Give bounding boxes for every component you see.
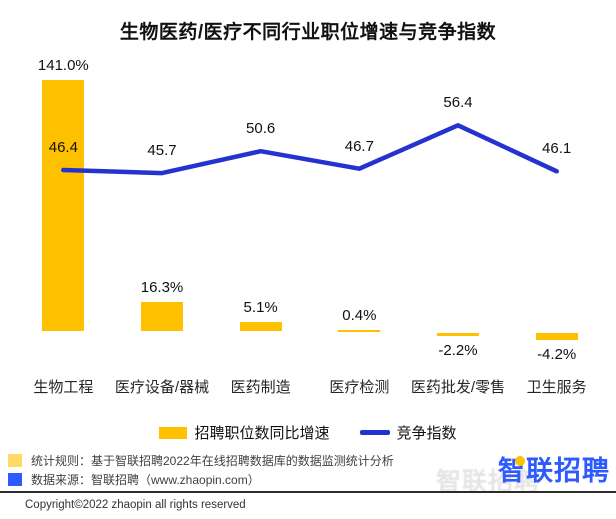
line-value-label-2: 50.6 bbox=[246, 120, 276, 138]
copyright-text: Copyright©2022 zhaopin all rights reserv… bbox=[25, 499, 246, 511]
chart-title: 生物医药/医疗不同行业职位增速与竞争指数 bbox=[119, 22, 497, 43]
note-data-source: 数据来源：智联招聘（www.zhaopin.com） bbox=[8, 471, 260, 488]
bar-value-label-5: -4.2% bbox=[537, 346, 577, 363]
bar-5 bbox=[535, 332, 578, 340]
category-label-1: 医疗设备/器械 bbox=[114, 379, 210, 396]
bar-value-label-2: 5.1% bbox=[243, 299, 278, 317]
note-statistics-rule: 统计规则：基于智联招聘2022年在线招聘数据库的数据监测统计分析 bbox=[8, 452, 394, 469]
bar-legend-swatch bbox=[159, 426, 188, 439]
category-label-2: 医药制造 bbox=[230, 379, 291, 396]
category-label-0: 生物工程 bbox=[33, 379, 94, 396]
bar-value-label-4: -2.2% bbox=[438, 342, 478, 360]
bar-3 bbox=[338, 330, 381, 332]
yellow-square-icon bbox=[8, 454, 22, 467]
line-value-label-0: 46.4 bbox=[48, 138, 78, 156]
line-value-label-1: 45.7 bbox=[147, 142, 177, 160]
bar-value-label-3: 0.4% bbox=[342, 307, 377, 324]
note-statistics-rule-text: 统计规则：基于智联招聘2022年在线招聘数据库的数据监测统计分析 bbox=[31, 454, 394, 468]
zhaopin-logo: 智联招聘 bbox=[498, 456, 610, 487]
line-legend-swatch bbox=[359, 430, 390, 435]
line-value-label-5: 46.1 bbox=[542, 140, 572, 158]
category-label-5: 卫生服务 bbox=[526, 379, 587, 396]
footer-divider bbox=[0, 491, 616, 493]
bar-1 bbox=[141, 302, 183, 332]
blue-square-icon bbox=[8, 473, 22, 486]
bar-4 bbox=[437, 332, 479, 337]
line-legend-label: 竞争指数 bbox=[396, 425, 457, 442]
bar-value-label-1: 16.3% bbox=[140, 279, 184, 297]
category-label-3: 医疗检测 bbox=[329, 379, 390, 396]
bar-0 bbox=[42, 79, 85, 332]
bar-legend-label: 招聘职位数同比增速 bbox=[194, 425, 330, 442]
category-label-4: 医药批发/零售 bbox=[410, 379, 506, 396]
bar-value-label-0: 141.0% bbox=[37, 56, 89, 74]
logo-sun-dot-icon bbox=[515, 456, 525, 466]
note-data-source-text: 数据来源：智联招聘（www.zhaopin.com） bbox=[31, 473, 260, 487]
line-value-label-4: 56.4 bbox=[443, 94, 473, 112]
line-value-label-3: 46.7 bbox=[344, 137, 374, 155]
bar-2 bbox=[239, 322, 282, 332]
legend: 招聘职位数同比增速 竞争指数 bbox=[0, 422, 616, 443]
